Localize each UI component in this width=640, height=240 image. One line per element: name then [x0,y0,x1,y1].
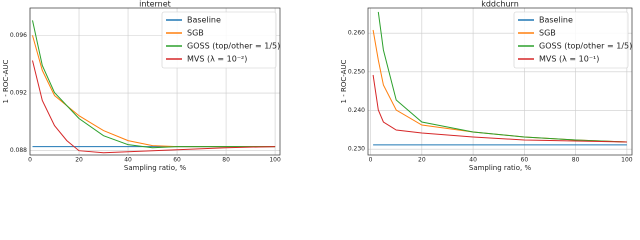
legend: Baseline SGB GOSS (top/other = 1/5) MVS (λ … [513,11,632,69]
series-line [377,11,627,143]
x-tick-label: 0 [28,157,32,164]
y-tick-label: 0.250 [348,68,365,75]
y-tick-label: 0.096 [10,32,27,39]
series-line [372,74,627,143]
legend-label: GOSS (top/other = 1/5) [539,42,632,51]
y-tick-label: 0.230 [348,146,365,153]
x-tick-label: 40 [124,157,132,164]
series-line [32,20,276,149]
y-tick-label: 0.088 [10,147,27,154]
x-tick-label: 40 [469,157,477,164]
x-tick-label: 80 [222,157,230,164]
y-axis-label: 1 - ROC-AUC [2,59,10,103]
legend: Baseline SGB GOSS (top/other = 1/5) MVS (λ … [161,11,280,69]
chart-title: internet [139,0,171,9]
series-line [32,60,276,154]
legend-label: Baseline [187,16,221,25]
legend-label: SGB [539,29,556,38]
y-tick-label: 0.092 [10,90,27,97]
x-tick-label: 20 [418,157,426,164]
legend-label: GOSS (top/other = 1/5) [187,42,280,51]
legend-label: Baseline [539,16,573,25]
x-tick-label: 20 [75,157,83,164]
legend-label: SGB [187,29,204,38]
x-axis-label: Sampling ratio, % [469,164,532,172]
chart-title: kddchurn [481,0,519,9]
x-tick-label: 100 [269,157,281,164]
x-tick-label: 100 [621,157,633,164]
legend-box [513,11,629,69]
plot: 0.088 0.092 0.096 0 20 40 60 80 100 internet Sampl… [2,0,281,172]
x-tick-label: 0 [369,157,373,164]
y-tick-label: 0.240 [348,107,365,114]
x-tick-label: 80 [572,157,580,164]
y-tick-label: 0.260 [348,30,365,37]
x-tick-label: 60 [521,157,529,164]
plot-frame [367,7,633,156]
plot: 0.230 0.240 0.250 0.260 0 20 40 60 80 100 kddchurn… [340,0,633,172]
x-tick-label: 60 [173,157,181,164]
plot-frame [29,7,281,156]
chart: 0.088 0.092 0.096 0 20 40 60 80 100 internet Sampl… [2,0,633,172]
legend-box [161,11,277,69]
legend-label: MVS (λ = 10⁻²) [187,55,247,64]
x-axis-label: Sampling ratio, % [124,164,187,172]
y-axis-label: 1 - ROC-AUC [340,59,348,103]
legend-label: MVS (λ = 10⁻¹) [539,55,599,64]
